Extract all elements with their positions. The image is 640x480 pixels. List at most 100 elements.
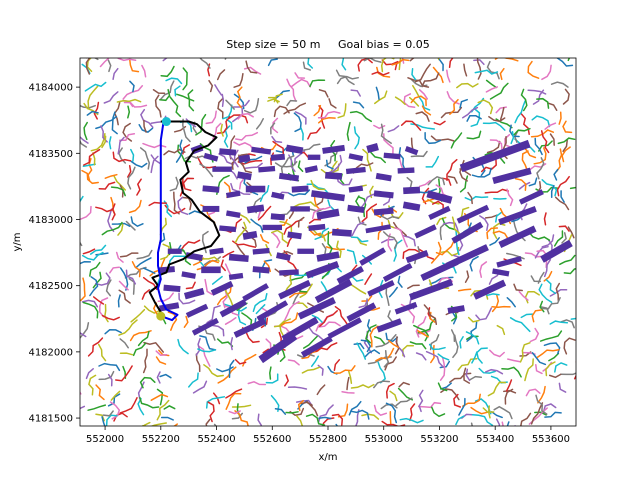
tree-branch (283, 250, 298, 271)
x-tick-label: 552800 (309, 434, 347, 445)
tree-branch (415, 352, 427, 361)
x-tick-label: 553600 (532, 434, 570, 445)
tree-branch (150, 155, 159, 174)
tree-branch (89, 276, 99, 297)
obstacle (270, 213, 286, 221)
tree-branch (385, 402, 398, 424)
tree-branch (234, 358, 247, 365)
tree-branch (195, 337, 201, 356)
tree-branch (160, 416, 174, 421)
tree-branch (466, 130, 482, 140)
tree-branch (199, 58, 211, 69)
tree-branch (534, 137, 543, 156)
obstacle (183, 287, 205, 300)
tree-branch (216, 69, 226, 81)
tree-branch (292, 201, 316, 208)
tree-branch (337, 403, 349, 418)
tree-branch (477, 99, 494, 115)
tree-branch (148, 201, 168, 207)
tree-branch (177, 196, 189, 216)
tree-branch (294, 72, 306, 79)
tree-branch (130, 160, 148, 168)
tree-branch (548, 352, 560, 362)
tree-branch (489, 349, 505, 358)
tree-branch (90, 132, 106, 152)
tree-branch (459, 98, 468, 109)
tree-branch (397, 275, 403, 288)
tree-branch (80, 322, 90, 339)
tree-branch (131, 261, 141, 278)
tree-branch (567, 226, 575, 239)
tree-branch (313, 104, 322, 117)
tree-branch (350, 383, 375, 389)
obstacle (242, 230, 258, 240)
tree-branch (547, 102, 558, 111)
tree-branch (331, 413, 344, 426)
tree-branch (431, 200, 444, 212)
tree-branch (499, 106, 505, 121)
tree-branch (385, 382, 395, 399)
tree-branch (297, 399, 304, 412)
tree-branch (349, 409, 370, 420)
tree-branch (536, 157, 545, 180)
tree-branch (349, 110, 373, 123)
tree-branch (152, 89, 166, 95)
tree-branch (541, 234, 555, 248)
tree-branch (415, 316, 427, 338)
tree-branch (418, 96, 431, 111)
tree-branch (92, 152, 96, 166)
tree-branch (284, 301, 300, 321)
obstacle (304, 165, 318, 174)
tree-branch (285, 411, 299, 414)
tree-branch (85, 58, 91, 75)
tree-branch (318, 105, 326, 129)
tree-branch (452, 334, 459, 359)
tree-branch (231, 153, 248, 170)
obstacle (181, 271, 196, 279)
tree-branch (520, 412, 532, 426)
tree-branch (156, 388, 164, 406)
tree-branch (353, 126, 360, 150)
tree-branch (306, 183, 329, 195)
tree-branch (548, 239, 553, 253)
obstacle (428, 205, 451, 221)
tree-branch (525, 388, 541, 397)
tree-branch (509, 317, 531, 333)
tree-branch (534, 411, 547, 416)
tree-branch (324, 147, 339, 167)
tree-branch (316, 384, 326, 396)
tree-branch (373, 404, 388, 417)
obstacle (310, 190, 346, 202)
tree-branch (328, 98, 337, 109)
tree-branch (208, 79, 214, 93)
tree-branch (216, 285, 232, 306)
x-tick-label: 553200 (420, 434, 458, 445)
tree-branch (529, 327, 540, 343)
tree-branch (217, 366, 237, 384)
obstacle-layer (157, 139, 573, 364)
tree-branch (484, 214, 499, 219)
tree-branch (101, 135, 107, 149)
tree-branch (80, 332, 87, 338)
tree-branch (537, 271, 545, 284)
tree-branch (506, 188, 514, 207)
tree-branch (417, 318, 436, 334)
obstacle (185, 303, 209, 318)
tree-branch (169, 96, 182, 118)
tree-branch (504, 388, 514, 405)
tree-branch (86, 110, 99, 116)
tree-branch (185, 118, 197, 128)
tree-branch (211, 324, 225, 337)
tree-branch (439, 356, 446, 381)
tree-branch (95, 203, 116, 213)
obstacle (285, 144, 304, 155)
tree-branch (558, 111, 562, 125)
tree-branch (363, 58, 382, 63)
tree-branch (431, 406, 446, 418)
tree-branch (82, 301, 99, 319)
tree-branch (418, 89, 429, 100)
obstacle (348, 185, 364, 193)
tree-branch (236, 244, 246, 256)
tree-branch (115, 365, 133, 382)
tree-branch (238, 177, 246, 190)
